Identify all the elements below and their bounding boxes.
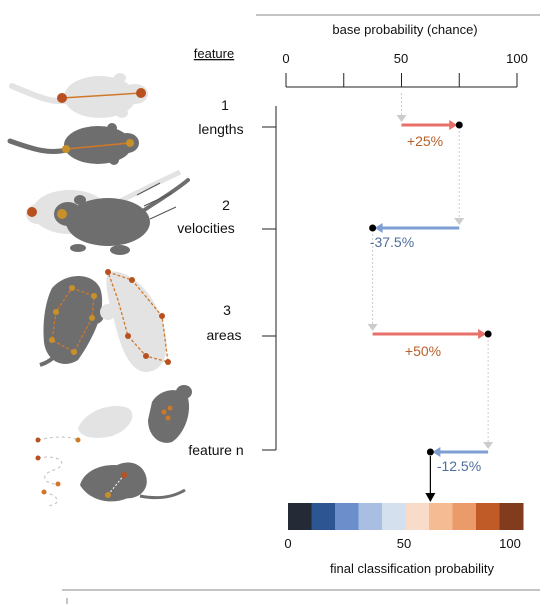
axis-tick-label-50: 50 [394,51,408,66]
feature-1-name: lengths [198,121,243,137]
pointer-head [425,493,436,502]
colorbar-swatch-8 [452,503,477,530]
feature-2-number: 2 [222,197,230,213]
feature-n-name: feature n [188,442,243,458]
change-label-1: +25% [407,133,443,149]
change-arrowhead-3 [478,329,487,339]
feature-bracket [262,106,277,451]
change-arrowhead-2 [374,223,383,233]
colorbar [288,503,524,530]
probability-arrows [367,93,494,457]
connector-head-1 [396,115,407,122]
mouse-lengths-top-light [9,73,148,118]
area-markers [49,269,171,365]
colorbar-swatch-7 [429,503,453,530]
feature-3-number: 3 [223,302,231,318]
length-markers [57,88,146,153]
velocity-motion-lines [136,182,177,220]
colorbar-tick-0: 0 [284,536,291,551]
mouse-areas-light [100,271,167,372]
colorbar-swatch-6 [405,503,430,530]
trajectory-markers [35,437,81,495]
colorbar-swatch-4 [358,503,383,530]
connector-head-3 [367,324,378,331]
colorbar-swatch-9 [476,503,500,530]
colorbar-pointer-arrow [425,456,436,502]
mouse-feature-n-light [78,406,133,438]
change-arrowhead-4 [432,447,441,457]
colorbar-swatch-2 [311,503,336,530]
colorbar-swatch-1 [288,503,312,530]
result-dot-3 [484,330,492,338]
mouse-velocities-dark [54,178,190,255]
axis-tick-label-0: 0 [282,51,289,66]
feature-header: feature [194,46,234,61]
trajectory-dashes [37,436,79,507]
axis-title: base probability (chance) [332,22,477,37]
result-dot-4 [426,448,434,456]
change-label-n: -12.5% [437,458,481,474]
mouse-feature-n-pair [80,462,186,502]
mouse-feature-n-upright [148,385,192,443]
axis-tick-label-100: 100 [506,51,528,66]
change-label-2: -37.5% [370,234,414,250]
colorbar-tick-50: 50 [397,536,411,551]
feature-3-name: areas [206,327,241,343]
colorbar-title: final classification probability [330,561,495,576]
colorbar-swatch-10 [499,503,524,530]
change-arrowhead-1 [449,120,458,130]
feature-2-name: velocities [177,220,235,236]
result-dot-2 [369,224,377,232]
colorbar-swatch-3 [335,503,359,530]
connector-head-4 [483,442,494,449]
colorbar-tick-100: 100 [499,536,521,551]
result-dot-1 [455,121,463,129]
connector-head-2 [454,218,465,225]
feature-1-number: 1 [221,97,229,113]
feature-labels: 1 lengths 2 velocities 3 areas feature n [177,97,243,458]
axis-line [285,73,518,88]
colorbar-swatch-5 [382,503,406,530]
velocity-markers [27,207,67,219]
change-label-3: +50% [405,343,441,359]
